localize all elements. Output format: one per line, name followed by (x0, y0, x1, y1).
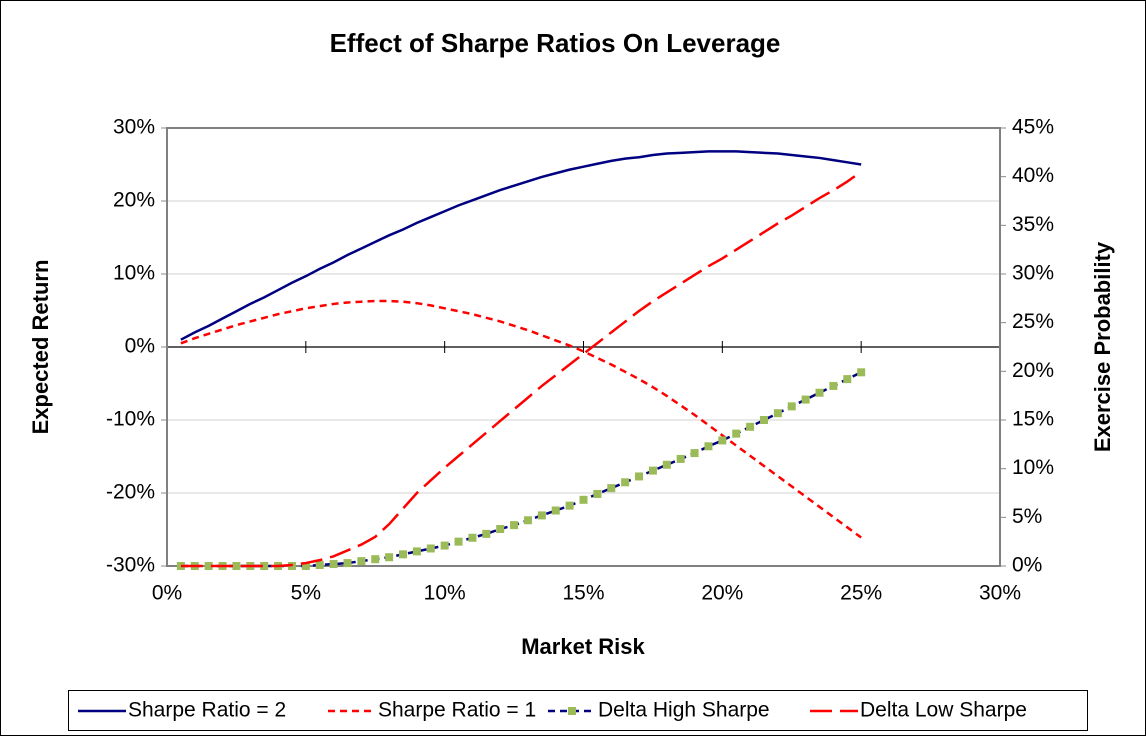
series-marker (787, 402, 796, 411)
y-axis-label: Expected Return (28, 260, 53, 435)
series-marker (718, 436, 727, 445)
series-marker (773, 409, 782, 418)
x-tick-label: 15% (562, 582, 604, 605)
y2-tick-label: 15% (1012, 408, 1054, 431)
y2-tick-label: 45% (1012, 116, 1054, 139)
series-marker (371, 555, 380, 564)
legend-label: Sharpe Ratio = 2 (128, 699, 286, 722)
series-line (180, 150, 862, 341)
series-marker (315, 561, 324, 570)
series-marker (565, 501, 574, 510)
y2-tick-label: 25% (1012, 310, 1054, 333)
series-marker (593, 489, 602, 498)
legend-marker (568, 707, 576, 715)
series-marker (482, 529, 491, 538)
x-tick-label: 25% (840, 582, 882, 605)
series-marker (732, 429, 741, 438)
x-tick-label: 0% (152, 582, 182, 605)
series-marker (204, 562, 213, 570)
series-marker (343, 559, 352, 568)
y2-axis-label: Exercise Probability (1090, 241, 1115, 452)
series-line (180, 170, 862, 568)
y-tick-label: -10% (106, 408, 155, 431)
series-marker (329, 560, 338, 569)
series-marker (399, 550, 408, 559)
series-marker (454, 537, 463, 546)
series-marker (648, 466, 657, 475)
y-tick-label: -20% (106, 481, 155, 504)
series-marker (301, 562, 310, 570)
series-marker (537, 511, 546, 520)
x-tick-label: 5% (291, 582, 321, 605)
x-axis-label: Market Risk (521, 634, 645, 659)
x-tick-label: 20% (701, 582, 743, 605)
series-marker (690, 449, 699, 458)
y-tick-label: 10% (113, 262, 155, 285)
series-marker (579, 495, 588, 504)
series-marker (746, 422, 755, 431)
series-marker (621, 478, 630, 487)
y2-tick-label: 30% (1012, 262, 1054, 285)
y2-tick-label: 40% (1012, 164, 1054, 187)
y-tick-label: 20% (113, 189, 155, 212)
y2-tick-label: 0% (1012, 554, 1042, 577)
series-marker (357, 557, 366, 566)
chart-title: Effect of Sharpe Ratios On Leverage (330, 28, 781, 58)
series-marker (829, 381, 838, 390)
series-marker (426, 544, 435, 553)
y-tick-label: -30% (106, 554, 155, 577)
y2-tick-label: 5% (1012, 505, 1042, 528)
legend-label: Sharpe Ratio = 1 (378, 699, 536, 722)
plot-area (166, 127, 1001, 567)
series-marker (440, 541, 449, 550)
series-marker (468, 533, 477, 542)
series-marker (635, 472, 644, 481)
y-tick-label: 0% (125, 335, 155, 358)
series-marker (857, 368, 866, 377)
series-marker (662, 460, 671, 469)
series-marker (551, 506, 560, 515)
series-marker (385, 553, 394, 562)
y2-tick-label: 35% (1012, 213, 1054, 236)
series-marker (759, 416, 768, 424)
series-marker (260, 562, 269, 570)
series-marker (412, 547, 421, 556)
series-marker (815, 388, 824, 397)
y2-tick-label: 10% (1012, 456, 1054, 479)
x-tick-label: 30% (979, 582, 1021, 605)
series-marker (232, 562, 241, 570)
y-tick-label: 30% (113, 116, 155, 139)
series-marker (523, 516, 532, 525)
series-marker (801, 395, 810, 404)
y2-tick-label: 20% (1012, 359, 1054, 382)
legend-label: Delta Low Sharpe (860, 699, 1027, 722)
x-tick-label: 10% (424, 582, 466, 605)
series-line (180, 299, 862, 539)
series-marker (607, 484, 616, 493)
series-marker (843, 375, 852, 384)
series-marker (676, 454, 685, 463)
legend-label: Delta High Sharpe (598, 699, 770, 722)
series-marker (496, 525, 505, 534)
series-marker (510, 521, 519, 530)
series-marker (704, 442, 713, 451)
